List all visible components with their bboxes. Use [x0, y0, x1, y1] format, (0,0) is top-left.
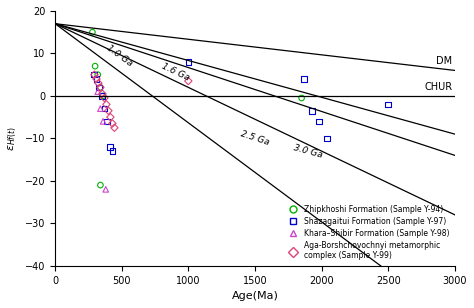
Point — [99, 93, 107, 98]
Point — [91, 72, 98, 77]
Point — [94, 72, 101, 77]
Point — [184, 59, 192, 64]
Point — [323, 136, 331, 141]
Point — [98, 93, 106, 98]
Point — [109, 149, 116, 154]
Text: CHUR: CHUR — [424, 83, 452, 92]
Point — [97, 106, 104, 111]
Point — [102, 187, 109, 192]
Point — [90, 72, 98, 77]
Point — [107, 115, 114, 120]
Point — [301, 76, 308, 81]
Point — [103, 119, 111, 124]
Legend: Zhipkhoshi Formation (Sample Y-94), Shazagaitui Formation (Sample Y-97), Khara–S: Zhipkhoshi Formation (Sample Y-94), Shaz… — [284, 203, 451, 262]
Point — [109, 121, 116, 126]
Point — [92, 76, 100, 81]
Point — [95, 81, 102, 86]
X-axis label: Age(Ma): Age(Ma) — [231, 291, 278, 301]
Point — [100, 106, 108, 111]
Point — [97, 85, 104, 90]
Point — [97, 85, 104, 90]
Point — [100, 95, 108, 100]
Point — [103, 102, 110, 107]
Point — [94, 89, 101, 94]
Point — [99, 119, 107, 124]
Point — [91, 64, 99, 69]
Point — [110, 125, 118, 130]
Text: 1.0 Ga: 1.0 Ga — [104, 43, 134, 68]
Point — [89, 30, 96, 34]
Point — [92, 76, 100, 81]
Point — [298, 95, 305, 100]
Text: 3.0 Ga: 3.0 Ga — [293, 143, 324, 159]
Text: 2.5 Ga: 2.5 Ga — [239, 129, 271, 147]
Point — [95, 85, 103, 90]
Point — [315, 119, 323, 124]
Point — [384, 102, 392, 107]
Point — [106, 144, 114, 149]
Text: DM: DM — [436, 56, 452, 66]
Point — [97, 183, 104, 188]
Point — [309, 108, 316, 113]
Point — [105, 108, 112, 113]
Text: 1.6 Ga: 1.6 Ga — [160, 62, 191, 83]
Y-axis label: $\varepsilon_{Hf(t)}$: $\varepsilon_{Hf(t)}$ — [7, 126, 19, 151]
Point — [184, 79, 192, 83]
Point — [99, 91, 106, 96]
